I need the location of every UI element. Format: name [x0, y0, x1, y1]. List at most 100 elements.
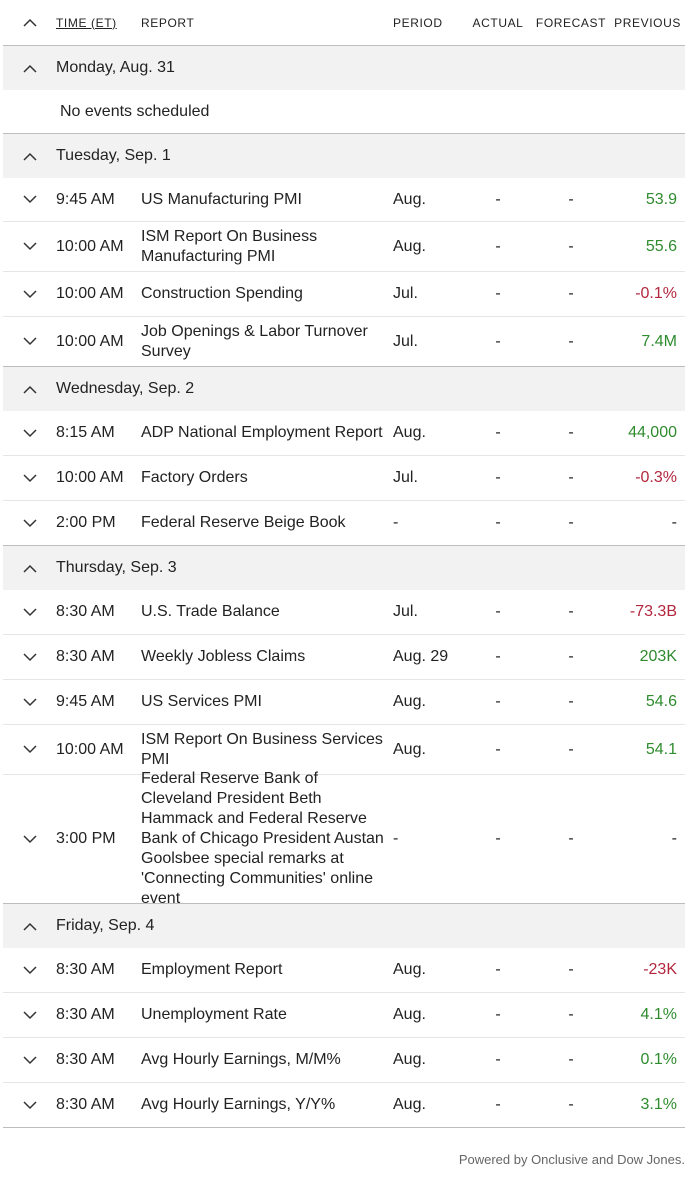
- chevron-down-icon: [22, 1010, 37, 1019]
- event-row[interactable]: 8:30 AM Avg Hourly Earnings, M/M% Aug. - - 0.…: [3, 1038, 685, 1083]
- event-previous: 4.1%: [640, 1006, 677, 1023]
- day-label: Tuesday, Sep. 1: [56, 147, 171, 164]
- expand-event-button[interactable]: [3, 518, 56, 528]
- event-actual: -: [495, 469, 501, 486]
- event-row[interactable]: 10:00 AM ISM Report On Business Services …: [3, 725, 685, 775]
- event-previous: -: [671, 514, 677, 531]
- event-report: US Services PMI: [141, 693, 262, 710]
- day-collapse-button[interactable]: [3, 564, 56, 573]
- event-actual: -: [495, 961, 501, 978]
- day-header[interactable]: Tuesday, Sep. 1: [3, 134, 685, 178]
- no-events-message: No events scheduled: [3, 90, 685, 134]
- event-time: 8:30 AM: [56, 1051, 115, 1068]
- event-previous: 203K: [639, 648, 677, 665]
- event-report: Weekly Jobless Claims: [141, 648, 306, 665]
- event-previous: 53.9: [645, 190, 677, 208]
- days-list: Monday, Aug. 31 No events scheduled Tuesda…: [3, 46, 685, 1128]
- event-report: Job Openings & Labor Turnover Survey: [141, 322, 368, 360]
- event-row[interactable]: 8:15 AM ADP National Employment Report Aug…: [3, 411, 685, 456]
- event-period: Aug.: [393, 190, 426, 208]
- expand-event-button[interactable]: [3, 697, 56, 707]
- expand-event-button[interactable]: [3, 607, 56, 617]
- event-forecast: -: [568, 1006, 574, 1023]
- chevron-down-icon: [22, 428, 37, 437]
- event-forecast: -: [568, 285, 574, 302]
- event-report: US Manufacturing PMI: [141, 190, 302, 208]
- event-time: 9:45 AM: [56, 190, 115, 208]
- expand-event-button[interactable]: [3, 242, 56, 251]
- event-row[interactable]: 8:30 AM Unemployment Rate Aug. - - 4.1%: [3, 993, 685, 1038]
- event-time: 10:00 AM: [56, 332, 124, 350]
- event-row[interactable]: 10:00 AM Job Openings & Labor Turnover Su…: [3, 317, 685, 367]
- event-row[interactable]: 10:00 AM ISM Report On Business Manufactu…: [3, 222, 685, 272]
- event-row[interactable]: 3:00 PM Federal Reserve Bank of Cleveland…: [3, 770, 685, 907]
- expand-event-button[interactable]: [3, 337, 56, 346]
- event-time: 8:30 AM: [56, 961, 115, 978]
- event-report: Avg Hourly Earnings, Y/Y%: [141, 1096, 336, 1113]
- event-forecast: -: [568, 830, 574, 847]
- expand-event-button[interactable]: [3, 965, 56, 975]
- day-collapse-button[interactable]: [3, 922, 56, 931]
- collapse-all-button[interactable]: [3, 18, 56, 27]
- event-report: Federal Reserve Bank of Cleveland Presid…: [141, 770, 384, 907]
- day-header[interactable]: Wednesday, Sep. 2: [3, 367, 685, 411]
- expand-event-button[interactable]: [3, 745, 56, 754]
- event-row[interactable]: 8:30 AM Employment Report Aug. - - -23K: [3, 948, 685, 993]
- expand-event-button[interactable]: [3, 428, 56, 438]
- event-report: Construction Spending: [141, 285, 303, 302]
- event-actual: -: [495, 237, 501, 255]
- day-header[interactable]: Monday, Aug. 31: [3, 46, 685, 90]
- event-period: Aug. 29: [393, 648, 449, 665]
- event-period: Aug.: [393, 1096, 426, 1113]
- chevron-up-icon: [22, 385, 37, 394]
- event-period: -: [393, 514, 399, 531]
- event-period: Aug.: [393, 1051, 426, 1068]
- event-period: -: [393, 830, 399, 847]
- event-time: 8:15 AM: [56, 424, 115, 441]
- event-row[interactable]: 8:30 AM Weekly Jobless Claims Aug. 29 - - 203…: [3, 635, 685, 680]
- day-header[interactable]: Friday, Sep. 4: [3, 904, 685, 948]
- event-row[interactable]: 10:00 AM Factory Orders Jul. - - -0.3%: [3, 456, 685, 501]
- expand-event-button[interactable]: [3, 652, 56, 662]
- chevron-down-icon: [22, 607, 37, 616]
- event-time: 3:00 PM: [56, 830, 116, 847]
- event-row[interactable]: 9:45 AM US Services PMI Aug. - - 54.6: [3, 680, 685, 725]
- event-row[interactable]: 8:30 AM Avg Hourly Earnings, Y/Y% Aug. - - 3.…: [3, 1083, 685, 1128]
- day-collapse-button[interactable]: [3, 64, 56, 73]
- event-forecast: -: [568, 961, 574, 978]
- economic-calendar: TIME (ET) REPORT PERIOD ACTUAL FORECAST …: [3, 0, 685, 1128]
- expand-event-button[interactable]: [3, 1100, 56, 1110]
- previous-column-header: PREVIOUS: [614, 15, 681, 30]
- event-forecast: -: [568, 332, 574, 350]
- event-row[interactable]: 2:00 PM Federal Reserve Beige Book - - - -: [3, 501, 685, 546]
- time-column-header[interactable]: TIME (ET): [56, 15, 117, 30]
- event-time: 8:30 AM: [56, 648, 115, 665]
- expand-event-button[interactable]: [3, 1055, 56, 1065]
- day-header[interactable]: Thursday, Sep. 3: [3, 546, 685, 590]
- event-row[interactable]: 9:45 AM US Manufacturing PMI Aug. - - 53.9: [3, 178, 685, 222]
- expand-event-button[interactable]: [3, 473, 56, 483]
- event-actual: -: [495, 514, 501, 531]
- expand-event-button[interactable]: [3, 195, 56, 204]
- event-period: Jul.: [393, 469, 418, 486]
- chevron-down-icon: [22, 697, 37, 706]
- event-forecast: -: [568, 424, 574, 441]
- event-row[interactable]: 8:30 AM U.S. Trade Balance Jul. - - -73.3B: [3, 590, 685, 635]
- chevron-up-icon: [22, 564, 37, 573]
- day-collapse-button[interactable]: [3, 152, 56, 161]
- event-report: U.S. Trade Balance: [141, 603, 280, 620]
- period-column-header: PERIOD: [393, 15, 443, 30]
- event-previous: -73.3B: [629, 603, 677, 620]
- day-label: Wednesday, Sep. 2: [56, 380, 195, 397]
- event-forecast: -: [568, 514, 574, 531]
- expand-event-button[interactable]: [3, 834, 56, 844]
- event-forecast: -: [568, 1096, 574, 1113]
- expand-event-button[interactable]: [3, 289, 56, 299]
- expand-event-button[interactable]: [3, 1010, 56, 1020]
- event-previous: -0.1%: [635, 285, 677, 302]
- day-collapse-button[interactable]: [3, 385, 56, 394]
- event-previous: 3.1%: [640, 1096, 677, 1113]
- event-period: Jul.: [393, 285, 418, 302]
- table-header: TIME (ET) REPORT PERIOD ACTUAL FORECAST …: [3, 0, 685, 46]
- event-row[interactable]: 10:00 AM Construction Spending Jul. - - -0.1%: [3, 272, 685, 317]
